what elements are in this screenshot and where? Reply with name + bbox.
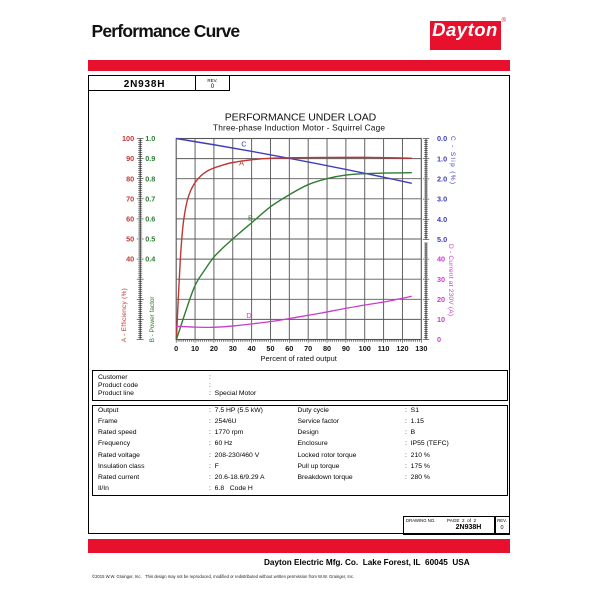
svg-text:B - Power factor: B - Power factor: [149, 296, 156, 343]
svg-text:70: 70: [126, 194, 134, 203]
svg-text:120: 120: [396, 344, 408, 353]
svg-text:0.7: 0.7: [145, 194, 155, 203]
svg-text:4.0: 4.0: [437, 215, 447, 224]
svg-text:0.4: 0.4: [145, 255, 156, 264]
svg-text:40: 40: [437, 255, 445, 264]
svg-text:5.0: 5.0: [437, 235, 447, 244]
svg-text:B: B: [248, 214, 253, 223]
svg-text:C: C: [241, 140, 247, 149]
svg-text:50: 50: [266, 344, 274, 353]
svg-text:10: 10: [191, 344, 199, 353]
svg-text:20: 20: [210, 344, 218, 353]
svg-text:60: 60: [285, 344, 293, 353]
svg-text:1.0: 1.0: [437, 154, 447, 163]
svg-text:C - Slip (%): C - Slip (%): [449, 136, 456, 184]
svg-text:100: 100: [122, 134, 134, 143]
svg-text:130: 130: [415, 344, 427, 353]
svg-text:0: 0: [174, 344, 178, 353]
svg-text:2.0: 2.0: [437, 175, 447, 184]
svg-text:60: 60: [126, 215, 134, 224]
svg-text:30: 30: [229, 344, 237, 353]
svg-text:A - Efficiency (%): A - Efficiency (%): [121, 288, 128, 342]
svg-text:1.0: 1.0: [145, 134, 155, 143]
svg-text:70: 70: [304, 344, 312, 353]
svg-text:0.0: 0.0: [437, 134, 447, 143]
svg-text:0: 0: [437, 335, 441, 344]
svg-text:10: 10: [437, 315, 445, 324]
svg-text:100: 100: [359, 344, 371, 353]
svg-text:A: A: [239, 159, 244, 168]
svg-text:30: 30: [437, 275, 445, 284]
svg-text:40: 40: [126, 255, 134, 264]
svg-text:D: D: [246, 311, 252, 320]
svg-text:90: 90: [342, 344, 350, 353]
svg-text:Percent of rated output: Percent of rated output: [261, 354, 338, 363]
svg-text:0.5: 0.5: [145, 235, 155, 244]
svg-text:50: 50: [126, 235, 134, 244]
svg-text:40: 40: [248, 344, 256, 353]
svg-text:110: 110: [378, 344, 390, 353]
svg-text:PERFORMANCE UNDER LOAD: PERFORMANCE UNDER LOAD: [225, 112, 377, 124]
svg-text:3.0: 3.0: [437, 195, 447, 204]
svg-text:D - Current at 230V (A): D - Current at 230V (A): [447, 244, 454, 316]
svg-text:80: 80: [126, 174, 134, 183]
svg-text:0.8: 0.8: [145, 174, 155, 183]
svg-text:0.9: 0.9: [145, 154, 155, 163]
svg-text:80: 80: [323, 344, 331, 353]
svg-text:0.6: 0.6: [145, 215, 155, 224]
svg-text:20: 20: [437, 295, 445, 304]
svg-text:Three-phase Induction Motor -: Three-phase Induction Motor - Squirrel C…: [213, 123, 385, 133]
svg-text:90: 90: [126, 154, 134, 163]
